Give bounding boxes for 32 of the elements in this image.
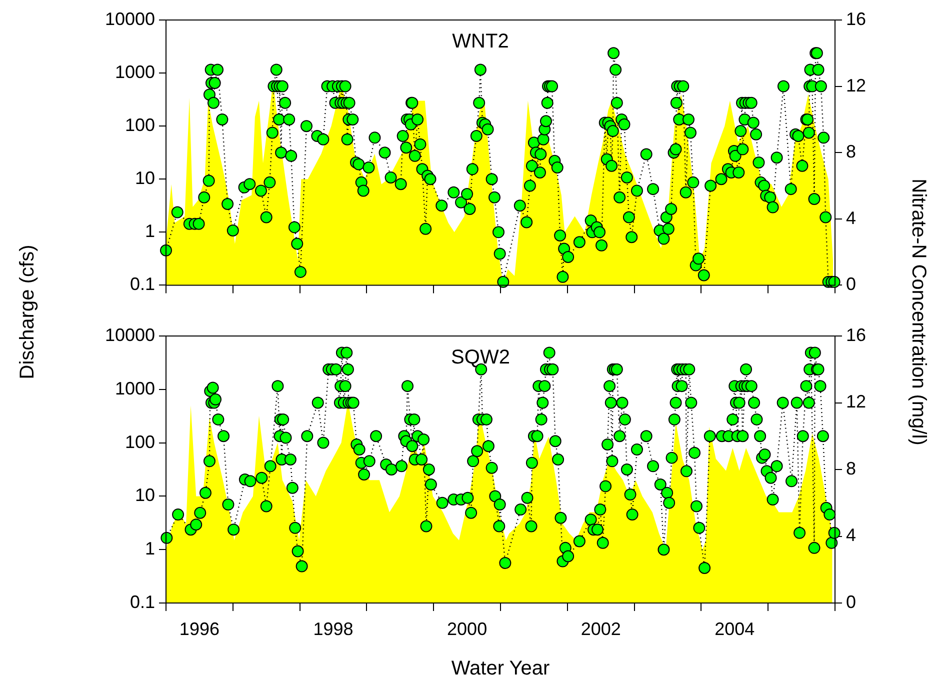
y2-tick-label: 4 xyxy=(846,525,856,546)
y-tick-label: 1000 xyxy=(114,62,155,82)
x-tick-label: 2004 xyxy=(714,618,755,639)
x-tick-label: 1998 xyxy=(313,618,354,639)
y2-tick-label: 16 xyxy=(846,8,866,29)
x-tick-label: 1996 xyxy=(179,618,220,639)
y2-tick-label: 16 xyxy=(846,324,866,345)
x-tick-label: 2000 xyxy=(447,618,488,639)
y-tick-label: 10 xyxy=(134,485,155,506)
y-axis-title: Discharge (cfs) xyxy=(16,244,40,379)
y-tick-label: 100 xyxy=(124,115,155,136)
y2-tick-label: 0 xyxy=(846,592,856,612)
x-tick-label: 2002 xyxy=(580,618,621,639)
y-tick-label: 1 xyxy=(144,538,155,559)
text: SQW2 xyxy=(451,346,510,369)
y-tick-label: 1 xyxy=(144,221,155,242)
y2-tick-label: 4 xyxy=(846,208,856,228)
y-tick-label: 0.1 xyxy=(130,274,155,294)
y2-tick-label: 8 xyxy=(846,142,856,162)
x-axis-title: Water Year xyxy=(451,658,550,680)
y-tick-label: 10000 xyxy=(104,8,155,29)
y2-tick-label: 12 xyxy=(846,392,866,412)
text: WNT2 xyxy=(452,30,509,53)
y2-tick-label: 8 xyxy=(846,458,856,478)
y-tick-label: 100 xyxy=(124,432,155,452)
y2-tick-label: 0 xyxy=(846,274,856,294)
y2-axis-title: Nitrate-N Concentration (mg/l) xyxy=(906,178,930,445)
y-tick-label: 10 xyxy=(134,168,155,188)
y-tick-label: 10000 xyxy=(104,324,155,345)
y-tick-label: 1000 xyxy=(114,378,155,398)
y2-tick-label: 12 xyxy=(846,75,866,96)
y-tick-label: 0.1 xyxy=(130,592,155,612)
